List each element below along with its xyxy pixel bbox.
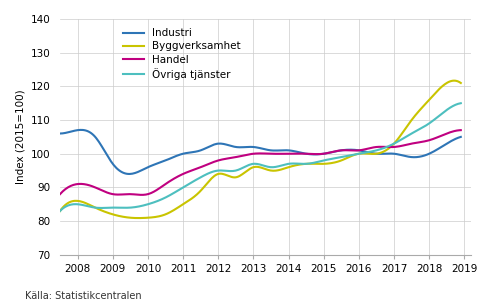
- Övriga tjänster: [294, 162, 300, 165]
- Line: Byggverksamhet: Byggverksamhet: [60, 81, 461, 218]
- Byggverksamhet: [296, 163, 302, 167]
- Övriga tjänster: [421, 125, 426, 129]
- Byggverksamhet: [396, 136, 402, 139]
- Industri: [458, 135, 464, 139]
- Handel: [304, 152, 310, 156]
- Line: Övriga tjänster: Övriga tjänster: [60, 103, 461, 211]
- Övriga tjänster: [458, 101, 464, 105]
- Byggverksamhet: [136, 216, 142, 220]
- Text: Källa: Statistikcentralen: Källa: Statistikcentralen: [25, 291, 141, 301]
- Byggverksamhet: [58, 207, 64, 211]
- Handel: [58, 191, 64, 195]
- Industri: [297, 151, 303, 154]
- Handel: [57, 192, 63, 196]
- Handel: [458, 128, 464, 132]
- Line: Industri: Industri: [60, 130, 461, 174]
- Industri: [397, 153, 403, 157]
- Handel: [296, 152, 302, 155]
- Y-axis label: Index (2015=100): Index (2015=100): [15, 90, 25, 184]
- Övriga tjänster: [395, 140, 401, 143]
- Övriga tjänster: [302, 162, 308, 166]
- Övriga tjänster: [296, 162, 302, 165]
- Handel: [422, 140, 427, 143]
- Byggverksamhet: [304, 162, 310, 166]
- Industri: [127, 172, 133, 176]
- Handel: [297, 152, 303, 155]
- Industri: [78, 128, 84, 132]
- Industri: [57, 132, 63, 135]
- Handel: [139, 193, 145, 197]
- Industri: [298, 151, 304, 155]
- Handel: [396, 144, 402, 148]
- Industri: [305, 152, 311, 156]
- Byggverksamhet: [458, 81, 464, 85]
- Byggverksamhet: [297, 163, 303, 166]
- Legend: Industri, Byggverksamhet, Handel, Övriga tjänster: Industri, Byggverksamhet, Handel, Övriga…: [119, 24, 245, 84]
- Byggverksamhet: [422, 103, 427, 107]
- Industri: [58, 132, 64, 135]
- Line: Handel: Handel: [60, 130, 461, 195]
- Byggverksamhet: [57, 209, 63, 213]
- Byggverksamhet: [451, 79, 457, 82]
- Övriga tjänster: [57, 209, 63, 213]
- Övriga tjänster: [58, 208, 64, 212]
- Industri: [423, 153, 429, 157]
